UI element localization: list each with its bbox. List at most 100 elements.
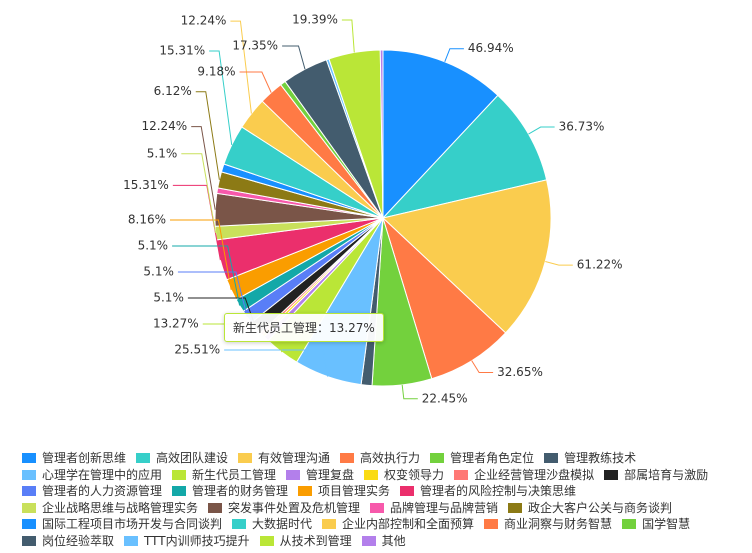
legend-item[interactable]: 商业洞察与财务智慧 bbox=[484, 516, 612, 533]
legend-label: 管理复盘 bbox=[306, 467, 355, 482]
legend-swatch bbox=[22, 519, 36, 530]
data-label: 5.1% bbox=[153, 291, 184, 305]
legend-label: 新生代员工管理 bbox=[192, 467, 277, 482]
legend-swatch bbox=[430, 453, 445, 464]
legend-label: 其他 bbox=[381, 533, 406, 548]
label-line bbox=[444, 48, 464, 62]
legend-item[interactable]: 高效执行力 bbox=[340, 450, 420, 467]
label-line bbox=[224, 349, 329, 377]
legend-label: 国际工程项目市场开发与合同谈判 bbox=[42, 517, 223, 531]
legend-item[interactable]: 大数据时代 bbox=[232, 516, 312, 533]
legend-item[interactable]: 突发事件处置及危机管理 bbox=[208, 500, 360, 517]
legend-item[interactable]: 新生代员工管理 bbox=[172, 467, 276, 484]
legend-swatch bbox=[286, 469, 301, 480]
legend-label: 突发事件处置及危机管理 bbox=[228, 500, 361, 515]
data-label: 12.24% bbox=[181, 14, 227, 28]
legend-swatch bbox=[544, 453, 559, 464]
legend-item[interactable]: TTT内训师技巧提升 bbox=[124, 533, 250, 550]
data-label: 32.65% bbox=[497, 365, 543, 379]
label-line bbox=[341, 19, 355, 53]
legend-item[interactable]: 国学智慧 bbox=[622, 516, 690, 533]
legend-item[interactable]: 其他 bbox=[361, 533, 406, 550]
legend-label: 管理者创新思维 bbox=[42, 451, 127, 465]
legend-item[interactable]: 管理者创新思维 bbox=[22, 450, 126, 467]
legend-swatch bbox=[136, 453, 151, 464]
legend-swatch bbox=[364, 469, 379, 480]
label-line bbox=[401, 384, 418, 400]
legend-label: 政企大客户公关与商务谈判 bbox=[528, 500, 673, 515]
label-line bbox=[181, 153, 217, 234]
legend-swatch bbox=[232, 519, 247, 530]
data-label: 17.35% bbox=[232, 39, 278, 53]
legend-swatch bbox=[259, 535, 274, 546]
legend-swatch bbox=[172, 486, 187, 497]
legend-item[interactable]: 品牌管理与品牌营销 bbox=[370, 500, 498, 517]
legend-item[interactable]: 从技术到管理 bbox=[259, 533, 352, 550]
legend-item[interactable]: 高效团队建设 bbox=[136, 450, 228, 467]
legend-swatch bbox=[22, 486, 36, 497]
legend-label: 商业洞察与财务智慧 bbox=[504, 517, 613, 531]
legend-item[interactable]: 项目管理实务 bbox=[298, 483, 390, 500]
legend-item[interactable]: 企业战略思维与战略管理实务 bbox=[22, 500, 198, 517]
legend-swatch bbox=[172, 469, 187, 480]
legend-item[interactable]: 国际工程项目市场开发与合同谈判 bbox=[22, 516, 222, 533]
legend-label: 部属培育与激励 bbox=[624, 467, 709, 482]
label-line bbox=[239, 71, 272, 93]
label-line bbox=[282, 45, 306, 70]
label-line bbox=[195, 91, 220, 180]
legend-swatch bbox=[238, 453, 253, 464]
data-label: 15.31% bbox=[159, 43, 205, 57]
legend-label: 高效执行力 bbox=[360, 451, 421, 465]
legend-label: 管理者的人力资源管理 bbox=[42, 484, 163, 498]
data-label: 5.1% bbox=[147, 146, 178, 160]
legend-swatch bbox=[340, 453, 355, 464]
pie-slice bbox=[382, 49, 499, 220]
label-line bbox=[471, 360, 494, 374]
legend-item[interactable]: 部属培育与激励 bbox=[604, 467, 708, 484]
label-line bbox=[528, 126, 555, 135]
tooltip: 新生代员工管理：13.27% bbox=[224, 313, 384, 342]
legend-label: 有效管理沟通 bbox=[258, 451, 331, 465]
pie-slice bbox=[381, 216, 507, 380]
legend-item[interactable]: 管理者的人力资源管理 bbox=[22, 483, 162, 500]
legend-swatch bbox=[22, 453, 36, 464]
label-line bbox=[230, 20, 252, 114]
legend-item[interactable]: 管理者角色定位 bbox=[430, 450, 534, 467]
legend-label: 管理者的财务管理 bbox=[192, 484, 289, 498]
legend-swatch bbox=[370, 502, 385, 513]
legend-item[interactable]: 管理教练技术 bbox=[544, 450, 636, 467]
data-label: 6.12% bbox=[154, 84, 192, 98]
legend-label: 心理学在管理中的应用 bbox=[42, 467, 163, 482]
legend-item[interactable]: 政企大客户公关与商务谈判 bbox=[508, 500, 672, 517]
data-label: 5.1% bbox=[143, 265, 174, 279]
legend-label: 从技术到管理 bbox=[279, 533, 352, 548]
legend-swatch bbox=[484, 519, 499, 530]
legend-item[interactable]: 有效管理沟通 bbox=[238, 450, 330, 467]
legend-swatch bbox=[208, 502, 223, 513]
legend-item[interactable]: 管理者的财务管理 bbox=[172, 483, 288, 500]
legend-item[interactable]: 心理学在管理中的应用 bbox=[22, 467, 162, 484]
legend-item[interactable]: 岗位经验萃取 bbox=[22, 533, 114, 550]
legend-item[interactable]: 管理复盘 bbox=[286, 467, 354, 484]
data-label: 13.27% bbox=[153, 317, 199, 331]
legend-swatch bbox=[361, 535, 376, 546]
label-line bbox=[172, 245, 241, 306]
legend-label: 企业经营管理沙盘模拟 bbox=[474, 467, 595, 482]
label-line bbox=[545, 261, 573, 266]
legend-label: 管理者角色定位 bbox=[450, 451, 535, 465]
label-line bbox=[170, 219, 232, 290]
data-label: 61.22% bbox=[577, 258, 623, 272]
legend-item[interactable]: 企业内部控制和全面预算 bbox=[322, 516, 474, 533]
data-label: 12.24% bbox=[141, 119, 187, 133]
data-label: 36.73% bbox=[559, 120, 605, 134]
legend-swatch bbox=[124, 535, 139, 546]
legend-label: 高效团队建设 bbox=[156, 451, 229, 465]
legend-item[interactable]: 权变领导力 bbox=[364, 467, 444, 484]
data-label: 19.39% bbox=[292, 13, 338, 27]
legend-item[interactable]: 管理者的风险控制与决策思维 bbox=[400, 483, 576, 500]
legend-swatch bbox=[22, 535, 36, 546]
legend-label: 管理者的风险控制与决策思维 bbox=[420, 484, 577, 498]
legend-item[interactable]: 企业经营管理沙盘模拟 bbox=[454, 467, 594, 484]
legend-label: 企业内部控制和全面预算 bbox=[342, 517, 475, 531]
